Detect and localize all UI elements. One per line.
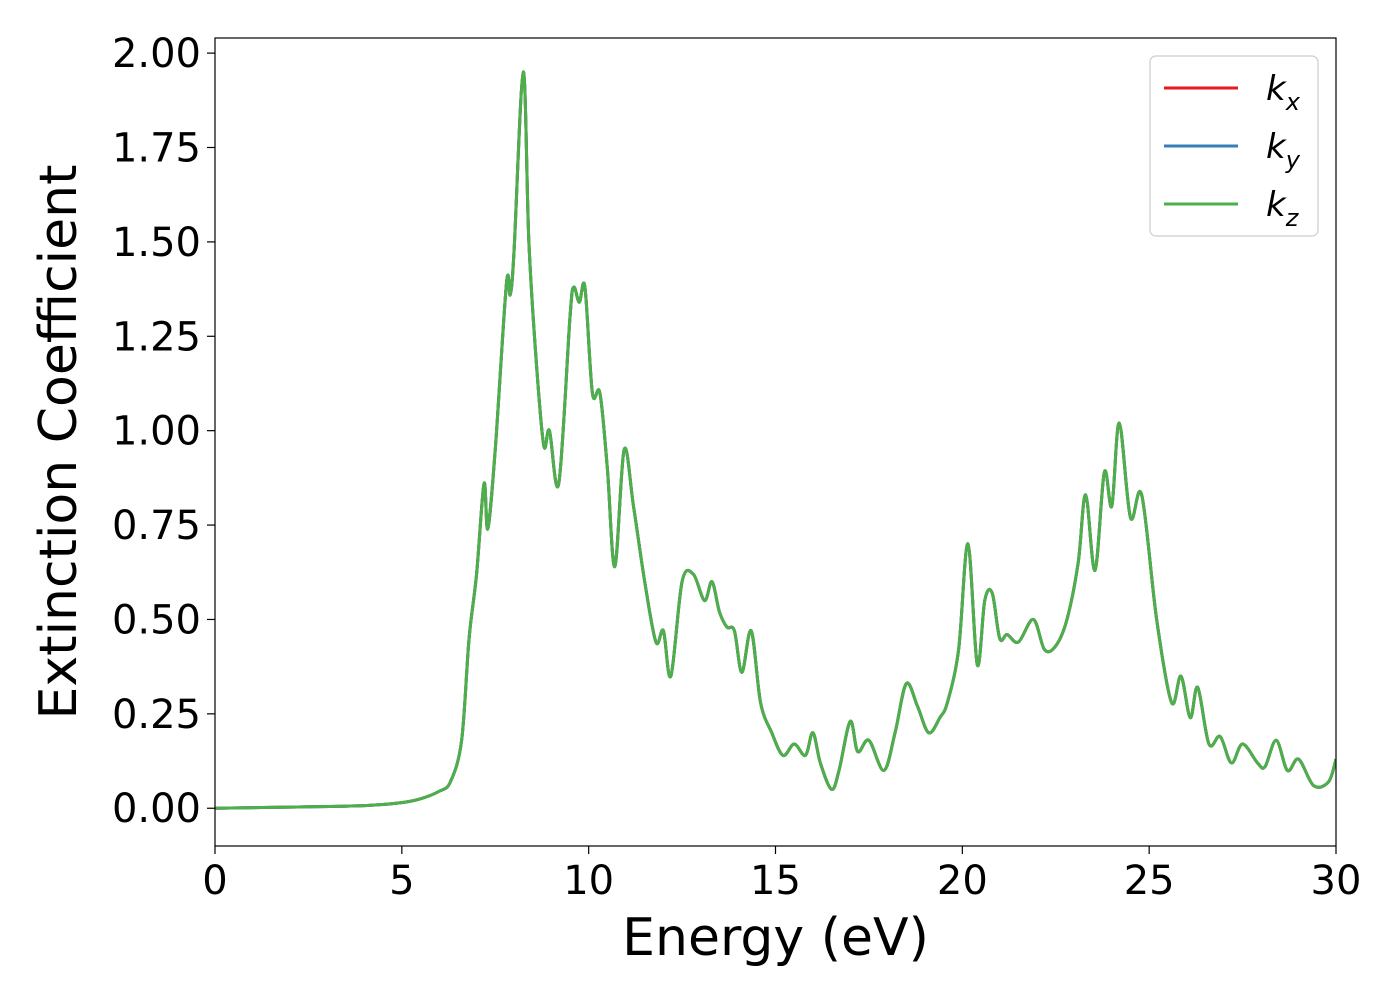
legend-entry-name: k xyxy=(1266,69,1287,109)
x-tick-label: 5 xyxy=(389,858,414,904)
y-tick-label: 1.75 xyxy=(112,125,201,171)
series-layer xyxy=(215,70,1336,810)
x-tick-label: 0 xyxy=(202,858,227,904)
x-axis-label: Energy (eV) xyxy=(622,908,929,968)
legend-entry-name: k xyxy=(1266,185,1287,225)
y-tick-label: 0.50 xyxy=(112,597,201,643)
x-tick-label: 25 xyxy=(1124,858,1175,904)
y-tick-label: 1.00 xyxy=(112,409,201,455)
y-tick-label: 1.50 xyxy=(112,220,201,266)
y-tick-label: 0.75 xyxy=(112,503,201,549)
y-axis-label: Extinction Coefficient xyxy=(29,165,89,720)
legend-entry-kx: kx xyxy=(1266,69,1301,116)
y-tick-label: 0.25 xyxy=(112,692,201,738)
x-tick-label: 30 xyxy=(1311,858,1362,904)
legend-entry-subscript: x xyxy=(1285,88,1301,116)
legend-entry-name: k xyxy=(1266,127,1287,167)
legend-entry-subscript: y xyxy=(1285,146,1301,174)
legend-entry-ky: ky xyxy=(1266,127,1301,174)
x-tick-label: 20 xyxy=(937,858,988,904)
y-tick-label: 0.00 xyxy=(112,786,201,832)
x-axis: 0 5 10 15 20 25 30 xyxy=(202,846,1361,904)
y-axis: 0.00 0.25 0.50 0.75 1.00 1.25 1.50 1.75 2.00 xyxy=(112,31,215,832)
y-tick-label: 2.00 xyxy=(112,31,201,77)
series-line-kz xyxy=(215,70,1336,810)
x-tick-label: 15 xyxy=(750,858,801,904)
legend-entry-kz: kz xyxy=(1266,185,1300,232)
y-tick-label: 1.25 xyxy=(112,314,201,360)
legend-entry-subscript: z xyxy=(1285,204,1300,232)
x-tick-label: 10 xyxy=(563,858,614,904)
